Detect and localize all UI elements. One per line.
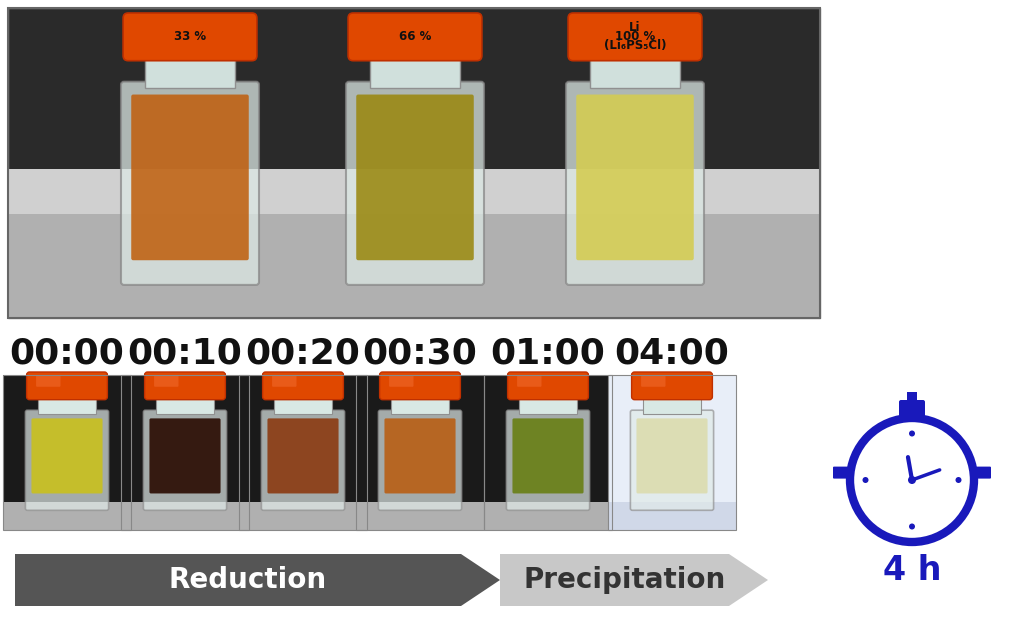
Circle shape [850, 418, 974, 542]
Text: (Li₆PS₅Cl): (Li₆PS₅Cl) [604, 40, 667, 52]
FancyBboxPatch shape [32, 418, 102, 494]
FancyBboxPatch shape [508, 372, 589, 399]
FancyBboxPatch shape [384, 418, 456, 494]
FancyBboxPatch shape [144, 372, 225, 399]
FancyBboxPatch shape [971, 467, 991, 479]
Text: 04:00: 04:00 [614, 336, 729, 370]
FancyBboxPatch shape [267, 418, 339, 494]
FancyBboxPatch shape [577, 94, 694, 260]
Text: 01:00: 01:00 [490, 336, 605, 370]
FancyBboxPatch shape [517, 375, 542, 387]
Bar [144, 56, 236, 87]
Text: 00:10: 00:10 [128, 336, 243, 370]
Bar [356, 375, 483, 530]
Text: 00:20: 00:20 [246, 336, 360, 370]
Bar [3, 375, 131, 530]
FancyBboxPatch shape [262, 372, 343, 399]
Text: Reduction: Reduction [169, 566, 327, 594]
FancyBboxPatch shape [566, 82, 705, 285]
Bar [121, 502, 249, 530]
Bar [240, 502, 367, 530]
Text: 00:00: 00:00 [9, 336, 125, 370]
Text: 33 %: 33 % [174, 30, 206, 43]
Text: Li: Li [630, 21, 641, 35]
Bar [608, 375, 736, 530]
FancyBboxPatch shape [356, 94, 474, 260]
FancyBboxPatch shape [26, 410, 109, 510]
Bar [240, 375, 367, 530]
FancyBboxPatch shape [348, 13, 482, 61]
FancyBboxPatch shape [389, 375, 414, 387]
Text: Precipitation: Precipitation [523, 566, 725, 594]
FancyBboxPatch shape [380, 372, 461, 399]
Polygon shape [15, 554, 500, 606]
FancyBboxPatch shape [150, 418, 220, 494]
FancyBboxPatch shape [507, 410, 590, 510]
FancyBboxPatch shape [121, 82, 259, 285]
Bar [484, 375, 611, 530]
FancyBboxPatch shape [379, 410, 462, 510]
FancyBboxPatch shape [641, 375, 666, 387]
Polygon shape [500, 554, 768, 606]
Bar [121, 375, 249, 530]
Bar [391, 397, 449, 415]
Bar [39, 397, 95, 415]
Bar [907, 392, 918, 402]
FancyBboxPatch shape [833, 467, 853, 479]
Bar [274, 397, 332, 415]
Bar [519, 397, 577, 415]
FancyBboxPatch shape [632, 372, 713, 399]
FancyBboxPatch shape [154, 375, 178, 387]
Circle shape [955, 477, 962, 483]
FancyBboxPatch shape [143, 410, 226, 510]
FancyBboxPatch shape [36, 375, 60, 387]
Circle shape [909, 430, 915, 437]
FancyBboxPatch shape [131, 94, 249, 260]
Bar [240, 375, 367, 530]
FancyBboxPatch shape [899, 400, 925, 422]
Bar [608, 502, 736, 530]
Text: 66 %: 66 % [398, 30, 431, 43]
FancyBboxPatch shape [631, 410, 714, 510]
Bar [8, 8, 820, 318]
Bar [8, 169, 820, 214]
FancyBboxPatch shape [346, 82, 484, 285]
Bar [121, 375, 249, 530]
FancyBboxPatch shape [27, 372, 108, 399]
Bar [484, 502, 611, 530]
Text: 4 h: 4 h [883, 554, 941, 586]
FancyBboxPatch shape [272, 375, 297, 387]
FancyBboxPatch shape [637, 418, 708, 494]
Circle shape [908, 476, 916, 484]
FancyBboxPatch shape [512, 418, 584, 494]
Text: 00:30: 00:30 [362, 336, 477, 370]
Bar [590, 56, 680, 87]
Bar [643, 397, 700, 415]
Bar [356, 375, 483, 530]
Circle shape [909, 523, 915, 530]
FancyBboxPatch shape [261, 410, 345, 510]
Bar [484, 375, 611, 530]
Bar [8, 8, 820, 318]
Bar [3, 375, 131, 530]
Bar [3, 502, 131, 530]
Text: 100 %: 100 % [614, 30, 655, 43]
Bar [608, 375, 736, 530]
FancyBboxPatch shape [568, 13, 701, 61]
Bar [157, 397, 214, 415]
Bar [370, 56, 461, 87]
Circle shape [862, 477, 868, 483]
Bar [8, 169, 820, 318]
Bar [356, 502, 483, 530]
FancyBboxPatch shape [123, 13, 257, 61]
